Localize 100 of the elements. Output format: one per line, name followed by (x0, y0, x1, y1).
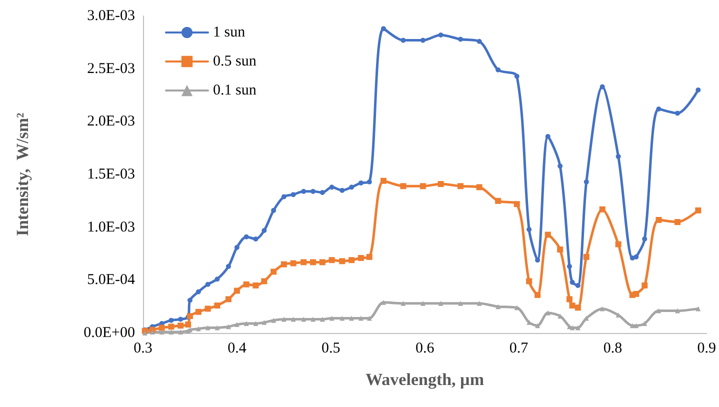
point (348, 257, 355, 264)
point (252, 282, 259, 288)
point (196, 289, 201, 294)
point (244, 320, 249, 326)
point (234, 288, 240, 294)
point (214, 302, 220, 309)
point (168, 329, 174, 334)
point (339, 258, 346, 264)
y-tick-label: 2.5E-03 (87, 60, 135, 77)
point (205, 282, 210, 287)
point (534, 292, 541, 298)
y-axis-title: Intensity, W/sm² (13, 112, 32, 236)
point (656, 106, 662, 112)
point (178, 322, 184, 329)
point (600, 84, 605, 90)
point (226, 324, 231, 330)
y-tick-label: 1.0E-03 (87, 219, 135, 236)
x-tick-label: 0.6 (415, 340, 435, 356)
point (420, 38, 426, 43)
x-tick-label: 0.7 (509, 340, 529, 356)
point (158, 324, 165, 331)
point (168, 318, 174, 323)
point (168, 324, 174, 330)
point (458, 36, 464, 42)
point (634, 323, 639, 328)
point (253, 236, 258, 242)
point (438, 32, 444, 38)
point (695, 207, 702, 214)
point (271, 208, 276, 213)
point (574, 304, 581, 311)
point (458, 183, 464, 190)
point (271, 318, 276, 323)
legend-label: 1 sun (213, 24, 246, 40)
point (225, 296, 232, 302)
point (476, 300, 482, 306)
point (262, 228, 267, 233)
point (244, 234, 249, 240)
point (262, 320, 267, 325)
point (696, 87, 701, 92)
point (380, 178, 386, 184)
point (696, 306, 701, 312)
point (253, 320, 258, 326)
legend-label: 0.1 sun (213, 82, 257, 98)
y-tick-label: 5.0E-04 (87, 272, 136, 288)
point (234, 244, 240, 250)
point (204, 306, 211, 312)
point (270, 268, 277, 275)
point (495, 198, 502, 204)
point (358, 180, 364, 186)
point (281, 316, 286, 322)
point (301, 188, 306, 194)
point (438, 300, 444, 306)
point (205, 325, 210, 330)
point (300, 259, 307, 266)
point (600, 306, 605, 312)
point (656, 308, 662, 314)
point (634, 254, 639, 260)
point (438, 181, 444, 188)
point (281, 194, 286, 200)
point (366, 316, 372, 321)
point (320, 190, 325, 195)
point (599, 206, 606, 212)
point (420, 183, 426, 190)
point (366, 254, 372, 260)
point (301, 316, 306, 322)
point (319, 259, 326, 266)
point (514, 201, 520, 208)
point (349, 184, 354, 190)
point (575, 282, 580, 288)
point (400, 38, 406, 43)
point (566, 296, 572, 302)
point (575, 325, 580, 330)
point (514, 74, 520, 79)
point (496, 67, 501, 72)
point (340, 316, 345, 321)
point (545, 134, 550, 139)
point (340, 188, 345, 193)
point (358, 254, 364, 261)
point (633, 290, 640, 297)
point (142, 330, 148, 336)
point (400, 300, 406, 306)
point (329, 184, 334, 190)
legend-label: 0.5 sun (213, 54, 257, 70)
point (310, 316, 316, 322)
point (196, 326, 201, 332)
x-tick-label: 0.5 (322, 340, 340, 356)
point (476, 38, 482, 44)
point (380, 26, 386, 32)
point (535, 323, 540, 328)
point (674, 219, 681, 226)
point (290, 260, 296, 266)
point (290, 316, 296, 322)
point (310, 188, 316, 194)
point (366, 179, 372, 184)
point (642, 236, 648, 242)
point (675, 308, 680, 314)
x-tick-label: 0.3 (134, 340, 152, 356)
point (570, 280, 575, 285)
x-axis-title: Wavelength, µm (366, 370, 484, 389)
point (476, 184, 482, 190)
